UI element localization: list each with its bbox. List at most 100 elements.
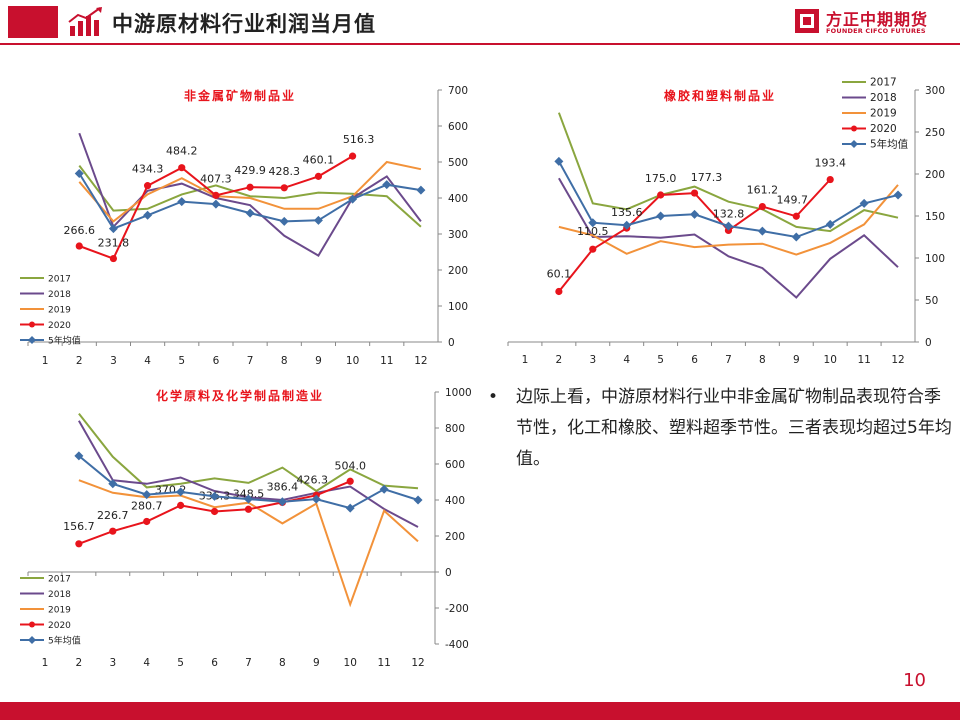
data-point-5年均值: [74, 169, 84, 179]
data-point-5年均值: [588, 218, 598, 228]
data-point-2020: [109, 527, 117, 535]
data-point-5年均值: [757, 226, 767, 236]
chart-rubber: 橡胶和塑料制品业 0 50 100 150 200 250 300 1 2 3 4 5 6 7 8 9 10 11 1…: [490, 70, 960, 370]
footer-bar: [0, 702, 960, 720]
data-point-2020: [177, 501, 185, 509]
data-point-5年均值: [279, 216, 289, 226]
data-point-5年均值: [348, 194, 358, 204]
chart-chemical: 化学原料及化学制品制造业 -400 -200 0 200 400 600 800 1000 1 2 3…: [10, 380, 480, 670]
x-tick-label: 9: [315, 355, 322, 367]
data-label: 348.5: [233, 487, 265, 500]
x-tick-label: 5: [177, 657, 184, 669]
data-label: 429.9: [234, 164, 266, 177]
x-tick-label: 2: [556, 354, 563, 366]
x-tick-label: 9: [313, 657, 320, 669]
x-tick-label: 12: [891, 354, 904, 366]
data-point-2020: [143, 182, 152, 190]
data-point-2020: [75, 540, 83, 548]
series-line-2017: [78, 412, 419, 493]
growth-chart-icon: [68, 7, 102, 36]
page-number: 10: [903, 670, 926, 691]
data-point-5年均值: [177, 197, 187, 207]
legend-label: 5年均值: [48, 635, 81, 647]
x-tick-label: 9: [793, 354, 800, 366]
chart-title: 橡胶和塑料制品业: [664, 88, 776, 103]
x-tick-label: 1: [42, 355, 49, 367]
x-tick-label: 8: [279, 657, 286, 669]
y-tick-label: 0: [448, 337, 455, 349]
legend-label: 2018: [870, 92, 897, 104]
x-tick-label: 5: [178, 355, 185, 367]
legend-label: 2020: [48, 621, 71, 631]
legend-label: 2020: [870, 123, 897, 135]
data-label: 280.7: [131, 499, 163, 512]
data-point-5年均值: [791, 232, 801, 242]
x-tick-label: 4: [144, 355, 151, 367]
x-tick-label: 3: [109, 657, 116, 669]
data-label: 426.3: [297, 473, 329, 486]
data-label: 428.3: [269, 165, 301, 178]
y-tick-label: 400: [448, 193, 468, 205]
header: 中游原材料行业利润当月值 方正中期期货 FOUNDER CIFCO FUTURE…: [0, 0, 960, 45]
brand-logo: 方正中期期货 FOUNDER CIFCO FUTURES: [794, 6, 944, 38]
data-point-5年均值: [176, 487, 186, 497]
data-point-5年均值: [723, 221, 733, 231]
data-point-2020: [246, 183, 254, 191]
x-tick-label: 6: [691, 354, 698, 366]
x-tick-label: 12: [414, 355, 427, 367]
data-point-2020: [75, 242, 83, 250]
data-point-2020: [589, 245, 597, 253]
x-tick-label: 1: [522, 354, 529, 366]
data-point-5年均值: [690, 209, 700, 219]
y-tick-label: 700: [448, 85, 468, 97]
data-point-2020: [657, 191, 665, 199]
data-point-5年均值: [413, 495, 423, 505]
y-tick-label: -200: [445, 603, 469, 615]
chart-nonmetal: 非金属矿物制品业 0 100 200 300 400 500 600 700 1 2 3 4 5 6 7 8 9 1…: [10, 78, 480, 370]
data-point-2020: [348, 152, 357, 160]
data-point-2020: [244, 505, 253, 513]
data-label: 161.2: [747, 184, 779, 197]
data-point-2020: [758, 202, 766, 211]
x-tick-label: 5: [657, 354, 664, 366]
data-label: 135.6: [611, 206, 643, 219]
x-tick-label: 11: [857, 354, 870, 366]
y-tick-label: 100: [925, 253, 945, 265]
data-point-5年均值: [143, 210, 153, 220]
x-tick-label: 8: [281, 355, 288, 367]
data-point-2020: [792, 212, 800, 220]
data-point-2020: [178, 164, 186, 172]
data-point-5年均值: [108, 224, 118, 234]
data-point-5年均值: [554, 156, 564, 166]
x-tick-label: 3: [110, 355, 117, 367]
data-point-5年均值: [416, 185, 426, 195]
data-point-5年均值: [211, 199, 221, 209]
x-tick-label: 11: [380, 355, 393, 367]
data-label: 266.6: [64, 224, 96, 237]
data-point-5年均值: [142, 490, 152, 500]
data-point-2020: [314, 172, 323, 180]
data-point-5年均值: [656, 211, 666, 221]
x-tick-label: 12: [411, 657, 424, 669]
logo-cn: 方正中期期货: [826, 10, 929, 29]
header-divider: [0, 43, 960, 45]
y-tick-label: 300: [448, 229, 468, 241]
data-label: 516.3: [343, 133, 375, 146]
data-point-5年均值: [893, 190, 903, 200]
y-tick-label: 50: [925, 295, 938, 307]
y-tick-label: 400: [445, 495, 465, 507]
y-tick-label: 200: [445, 531, 465, 543]
y-tick-label: 100: [448, 301, 468, 313]
chart-title: 非金属矿物制品业: [184, 88, 296, 103]
data-point-2020: [210, 507, 219, 516]
legend-label: 2019: [870, 108, 897, 120]
y-tick-label: 800: [445, 423, 465, 435]
legend-label: 2020: [48, 321, 71, 331]
data-label: 460.1: [303, 153, 335, 166]
x-tick-label: 4: [143, 657, 150, 669]
data-point-2020: [143, 517, 151, 526]
page-title: 中游原材料行业利润当月值: [112, 12, 376, 36]
x-tick-label: 7: [247, 355, 254, 367]
